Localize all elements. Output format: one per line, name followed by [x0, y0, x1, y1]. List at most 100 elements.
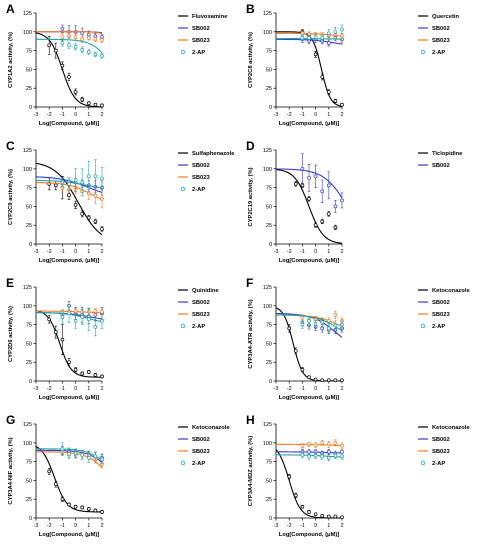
- y-tick-label: 25: [26, 86, 32, 92]
- data-point: [67, 452, 71, 456]
- legend-label: SB002: [192, 437, 210, 443]
- y-tick-label: 25: [266, 360, 272, 366]
- data-point: [60, 315, 65, 319]
- legend-label: Sulfaphenazole: [192, 151, 235, 157]
- y-tick-label: 75: [26, 323, 32, 329]
- data-point: [320, 513, 325, 518]
- x-tick-label: 1: [87, 523, 90, 529]
- data-point: [320, 219, 325, 224]
- series-2-ap: 2-AP: [276, 24, 445, 56]
- x-tick-label: 0: [314, 386, 317, 392]
- panel-c: C -3 -2 -1 0 1 2 0 25 50 75 100 125 Log[Compound, (μM…: [6, 139, 235, 264]
- y-tick-label: 125: [263, 148, 272, 154]
- data-point: [300, 315, 305, 320]
- x-axis-label: Log[Compound, (μM)]: [279, 258, 340, 264]
- y-axis-label: CYP2C19 activity, (%): [248, 167, 254, 226]
- data-point: [80, 180, 85, 185]
- data-point: [340, 443, 344, 448]
- data-point: [313, 223, 318, 228]
- y-tick-label: 0: [269, 516, 272, 522]
- data-point: [313, 52, 318, 57]
- data-point: [307, 510, 311, 514]
- y-tick-label: 125: [263, 11, 272, 17]
- data-point: [67, 502, 71, 507]
- panel-letter: E: [6, 276, 14, 290]
- data-point: [326, 90, 331, 94]
- data-point: [313, 35, 318, 39]
- data-point: [326, 41, 331, 45]
- panel-b: B -3 -2 -1 0 1 2 0 25 50 75 100 125 Log[Compound, (μM…: [246, 2, 460, 127]
- y-tick-label: 25: [266, 223, 272, 229]
- y-tick-label: 25: [266, 497, 272, 503]
- y-tick-label: 25: [26, 497, 32, 503]
- y-tick-label: 100: [263, 167, 272, 173]
- data-point: [100, 457, 104, 462]
- y-tick-label: 100: [23, 167, 32, 173]
- data-point: [93, 52, 98, 57]
- y-tick-label: 50: [26, 67, 32, 73]
- x-tick-label: -1: [300, 112, 305, 118]
- legend-label: 2-AP: [192, 324, 205, 330]
- data-point: [73, 203, 78, 207]
- panel-e: E -3 -2 -1 0 1 2 0 25 50 75 100 125 Log[Compound, (μM…: [6, 276, 220, 401]
- data-point: [100, 510, 104, 514]
- data-point: [60, 41, 65, 45]
- y-tick-label: 125: [23, 11, 32, 17]
- legend-marker: [420, 49, 426, 55]
- y-tick-label: 125: [23, 422, 32, 428]
- data-point: [73, 309, 78, 313]
- legend-marker: [420, 460, 426, 466]
- data-point: [47, 469, 52, 474]
- x-tick-label: -2: [47, 249, 52, 255]
- x-tick-label: -2: [287, 249, 292, 255]
- data-point: [47, 43, 52, 48]
- data-point: [67, 360, 71, 365]
- y-tick-label: 25: [26, 223, 32, 229]
- x-axis-label: Log[Compound, (μM)]: [39, 121, 100, 127]
- data-point: [73, 504, 78, 509]
- data-point: [53, 330, 58, 334]
- legend-marker: [420, 323, 426, 329]
- x-tick-label: 2: [340, 386, 343, 392]
- data-point: [60, 26, 65, 31]
- legend-label: Fluvoxamine: [192, 14, 228, 20]
- data-point: [67, 311, 71, 316]
- data-point: [333, 453, 338, 458]
- data-point: [340, 33, 344, 38]
- data-point: [326, 514, 331, 519]
- data-point: [326, 31, 331, 36]
- data-point: [86, 50, 91, 54]
- fit-curve: [36, 38, 103, 54]
- y-tick-label: 75: [26, 460, 32, 466]
- data-point: [326, 212, 331, 216]
- series-sb002: SB002: [275, 153, 450, 213]
- y-tick-label: 50: [266, 341, 272, 347]
- data-point: [313, 443, 318, 447]
- data-point: [287, 474, 292, 479]
- x-tick-label: 2: [340, 523, 343, 529]
- data-point: [300, 504, 305, 509]
- y-tick-label: 75: [26, 49, 32, 55]
- data-point: [313, 512, 318, 517]
- y-tick-label: 100: [263, 441, 272, 447]
- legend-label: SB002: [192, 300, 210, 306]
- data-point: [333, 29, 338, 34]
- y-tick-label: 0: [29, 516, 32, 522]
- data-point: [340, 515, 344, 520]
- data-point: [100, 54, 104, 58]
- y-tick-label: 125: [263, 422, 272, 428]
- data-point: [67, 75, 71, 79]
- data-point: [300, 183, 305, 188]
- y-axis-label: CYP3A4-MDZ activity, (%): [248, 436, 254, 507]
- legend-label: Ketoconazole: [432, 425, 470, 431]
- legend-label: Quinidine: [192, 288, 220, 294]
- legend-label: SB002: [432, 26, 450, 32]
- series-fluvoxamine: Fluvoxamine: [35, 14, 228, 108]
- data-point: [93, 37, 98, 42]
- y-tick-label: 125: [263, 285, 272, 291]
- data-point: [340, 454, 344, 459]
- panel-letter: F: [246, 276, 253, 290]
- legend-marker: [180, 186, 186, 192]
- legend-label: SB002: [192, 163, 210, 169]
